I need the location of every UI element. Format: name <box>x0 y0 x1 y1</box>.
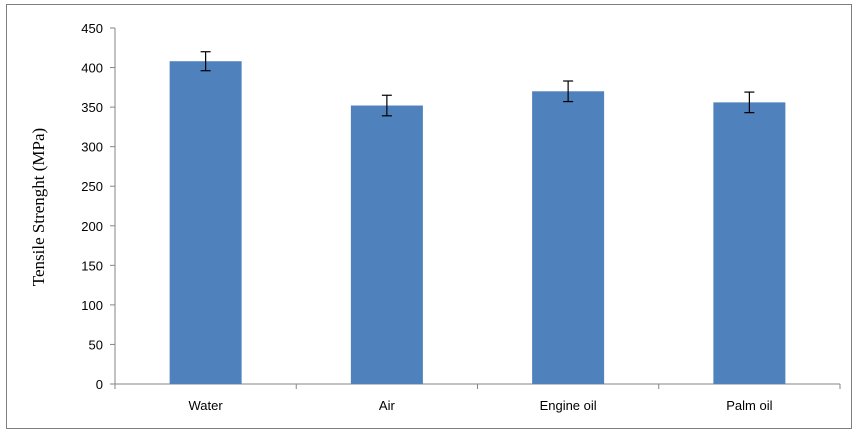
y-tick-label: 350 <box>81 100 103 115</box>
chart-frame <box>6 4 852 429</box>
x-tick-label: Air <box>379 398 396 413</box>
y-tick-label: 400 <box>81 61 103 76</box>
y-tick-label: 300 <box>81 140 103 155</box>
y-tick-label: 50 <box>89 337 103 352</box>
y-axis-label: Tensile Strenght (MPa) <box>29 128 48 286</box>
y-tick-label: 250 <box>81 179 103 194</box>
y-tick-label: 200 <box>81 219 103 234</box>
y-tick-label: 0 <box>96 377 103 392</box>
bar-palm-oil <box>713 102 786 384</box>
bar-water <box>169 61 242 385</box>
x-tick-label: Water <box>189 398 224 413</box>
y-tick-label: 100 <box>81 298 103 313</box>
bar-engine-oil <box>532 91 605 385</box>
y-tick-label: 150 <box>81 258 103 273</box>
x-tick-label: Engine oil <box>540 398 597 413</box>
x-tick-label: Palm oil <box>726 398 772 413</box>
bar-air <box>350 105 423 384</box>
y-tick-label: 450 <box>81 21 103 36</box>
